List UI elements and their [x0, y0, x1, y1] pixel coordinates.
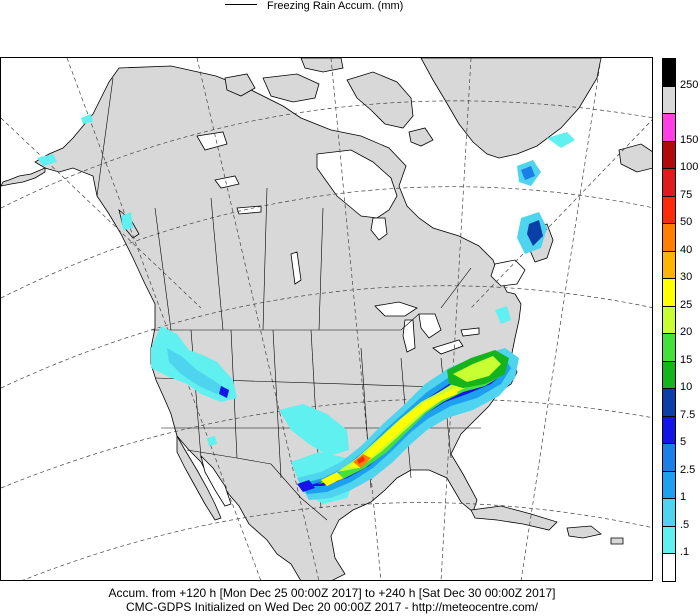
state-border-1 [190, 329, 202, 459]
colorbar-swatch [662, 553, 676, 582]
footer-accum-range: Accum. from +120 h [Mon Dec 25 00:00Z 20… [108, 586, 556, 600]
colorbar-label: 50 [680, 216, 693, 229]
precip-south-main-yellow [349, 386, 459, 468]
colorbar-swatch [662, 58, 676, 87]
victoria-island [262, 73, 320, 103]
colorbar-swatch [662, 498, 676, 527]
colorbar-label: 7.5 [680, 408, 696, 421]
colorbar-label: 15 [680, 353, 693, 366]
province-border-5 [440, 267, 472, 309]
colorbar-label: 1 [680, 491, 687, 504]
lake-erie [432, 339, 464, 355]
colorbar-label: 20 [680, 326, 693, 339]
colorbar-swatch [662, 113, 676, 142]
precip-greenland-tip [547, 132, 575, 148]
great-slave-lake [214, 175, 240, 189]
colorbar-swatch [662, 278, 676, 307]
colorbar-swatch [662, 360, 676, 390]
precip-alaska-north [81, 114, 93, 124]
precip-bc-coast [121, 212, 133, 230]
colorbar-label: .5 [680, 518, 690, 531]
precip-alaska-west [37, 154, 57, 166]
colorbar-swatch [662, 250, 676, 280]
colorbar-label: 25 [680, 298, 693, 311]
lake-athabasca [236, 205, 262, 215]
precip-gulf [297, 480, 315, 492]
precip-newfoundland-core [527, 220, 543, 246]
alaska-border [96, 77, 114, 197]
precip-southwest-dots [207, 436, 217, 446]
precip-plains [279, 404, 349, 456]
lake-huron [418, 313, 442, 339]
precip-maine [495, 306, 511, 324]
arctic-island-north [300, 58, 344, 73]
colorbar-label: 250 [680, 78, 699, 91]
footer-model-init: CMC-GDPS Initialized on Wed Dec 20 00:00… [126, 600, 538, 614]
water-layer [196, 131, 526, 507]
colorbar-label: 5 [680, 436, 687, 449]
graticule [1, 58, 652, 580]
precip-texas-yellow [321, 472, 343, 486]
colorbar-swatch [662, 195, 676, 225]
legend-key: Freezing Rain Accum. (mm) [225, 0, 403, 14]
lake-ontario [460, 327, 480, 337]
precip-core-red [357, 456, 365, 464]
precip-northwest-core [219, 386, 229, 398]
southampton-island [408, 127, 434, 147]
colorbar-swatch [662, 305, 676, 335]
banks-island [224, 73, 256, 97]
province-border-1 [154, 207, 172, 331]
precip-layer [37, 114, 575, 504]
precip-northwest-inner [167, 348, 225, 394]
greenland [420, 58, 602, 159]
lake-superior [374, 301, 418, 317]
province-border-3 [262, 187, 268, 331]
north-america-landmass [34, 65, 522, 580]
colorbar-swatch [662, 168, 676, 197]
baffin-island [346, 71, 414, 129]
iceland [618, 143, 652, 173]
gulf-of-st-lawrence [490, 259, 526, 287]
cuba [470, 505, 558, 531]
state-border-3 [272, 329, 282, 479]
province-border-4 [318, 207, 324, 331]
puerto-rico [610, 537, 624, 545]
gulf-of-california [200, 454, 232, 507]
lake-michigan [402, 319, 416, 353]
hispaniola [566, 525, 602, 539]
colorbar-label: 40 [680, 243, 693, 256]
map-panel [0, 57, 653, 581]
legend-label: Freezing Rain Accum. (mm) [267, 0, 404, 12]
alaska-peninsula [1, 167, 46, 187]
footer: Accum. from +120 h [Mon Dec 25 00:00Z 20… [0, 586, 700, 614]
colorbar-swatch [662, 333, 676, 362]
map-canvas [1, 58, 652, 580]
lake-winnipeg [290, 251, 302, 285]
james-bay [370, 217, 388, 241]
colorbar-swatch [662, 443, 676, 472]
colorbar-swatch [662, 85, 676, 115]
colorbar-swatch [662, 388, 676, 417]
colorbar-label: 10 [680, 381, 693, 394]
colorbar: 250 150 100 75 50 40 30 25 20 15 10 7.5 5 2.5 1 .5 .1 [662, 58, 700, 582]
colorbar-label: 2.5 [680, 463, 696, 476]
precip-labrador-inner [521, 166, 535, 180]
precip-east-lime [453, 356, 501, 382]
colorbar-label: 100 [680, 161, 699, 174]
colorbar-swatch [662, 525, 676, 555]
colorbar-swatch [662, 140, 676, 170]
baja-california [176, 434, 222, 521]
us-canada-border [151, 313, 420, 331]
colorbar-swatch [662, 415, 676, 445]
colorbar-swatch [662, 223, 676, 252]
province-border-2 [210, 197, 224, 331]
colorbar-label: 30 [680, 271, 693, 284]
colorbar-swatch [662, 470, 676, 500]
colorbar-label: 75 [680, 188, 693, 201]
colorbar-label: 150 [680, 133, 699, 146]
colorbar-label: .1 [680, 546, 690, 559]
legend-line-sample [225, 3, 257, 5]
us-mexico-border [186, 449, 328, 521]
